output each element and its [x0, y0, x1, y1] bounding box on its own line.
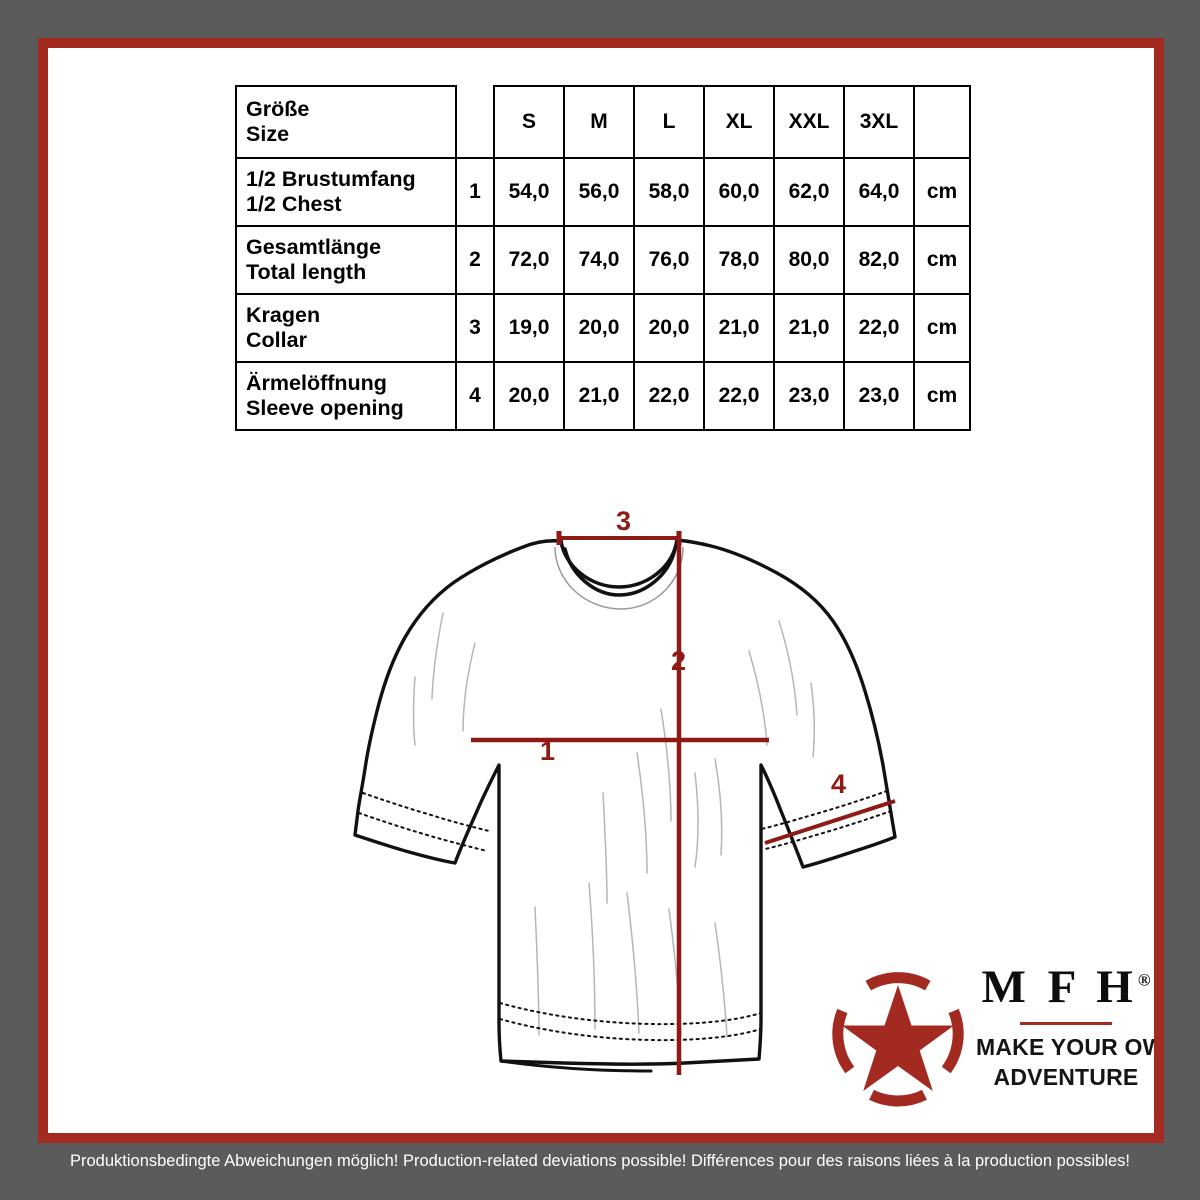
row-label-en: Total length — [246, 260, 367, 284]
tagline-line-1: MAKE YOUR OWN — [976, 1033, 1154, 1060]
dim-label-total-length: 2 — [671, 646, 687, 676]
cell-chest-s: 54,0 — [493, 157, 565, 227]
row-label-de: Kragen — [246, 303, 321, 328]
cell-chest-xxl: 62,0 — [773, 157, 845, 227]
logo-divider — [1020, 1021, 1112, 1025]
table-row: Ärmelöffnung Sleeve opening 4 20,0 21,0 … — [235, 361, 971, 431]
tagline-line-2: ADVENTURE — [993, 1063, 1139, 1090]
header-size-label-en: Size — [246, 122, 290, 146]
row-label-de: Ärmelöffnung — [246, 371, 387, 396]
header-size-s: S — [493, 85, 565, 159]
header-unit-blank — [913, 85, 971, 159]
cell-sleeve-m: 21,0 — [563, 361, 635, 431]
table-row: Kragen Collar 3 19,0 20,0 20,0 21,0 21,0… — [235, 293, 971, 363]
row-index: 3 — [455, 293, 495, 363]
row-label-en: Sleeve opening — [246, 396, 404, 420]
cell-length-xxl: 80,0 — [773, 225, 845, 295]
row-label-en: Collar — [246, 328, 307, 352]
header-size-m: M — [563, 85, 635, 159]
cell-length-m: 74,0 — [563, 225, 635, 295]
cell-length-xl: 78,0 — [703, 225, 775, 295]
tshirt-diagram — [303, 463, 923, 1103]
mfh-logo: M F H® MAKE YOUR OWN ADVENTURE — [828, 962, 1154, 1123]
cell-sleeve-3xl: 23,0 — [843, 361, 915, 431]
white-canvas: Größe Size S M L XL XXL 3XL — [48, 48, 1154, 1133]
row-unit-sleeve-opening: cm — [913, 361, 971, 431]
row-label-collar: Kragen Collar — [235, 293, 457, 363]
mfh-text-block: M F H® MAKE YOUR OWN ADVENTURE — [976, 961, 1154, 1093]
cell-collar-m: 20,0 — [563, 293, 635, 363]
header-size-xxl: XXL — [773, 85, 845, 159]
cell-collar-xxl: 21,0 — [773, 293, 845, 363]
cell-length-3xl: 82,0 — [843, 225, 915, 295]
header-size-xl: XL — [703, 85, 775, 159]
table-row: Gesamtlänge Total length 2 72,0 74,0 76,… — [235, 225, 971, 295]
cell-length-l: 76,0 — [633, 225, 705, 295]
table-row: 1/2 Brustumfang 1/2 Chest 1 54,0 56,0 58… — [235, 157, 971, 227]
row-unit-total-length: cm — [913, 225, 971, 295]
row-unit-chest: cm — [913, 157, 971, 227]
mfh-wordmark-text: M F H — [981, 961, 1138, 1013]
table-header-row: Größe Size S M L XL XXL 3XL — [235, 85, 971, 159]
row-label-de: Gesamtlänge — [246, 235, 382, 260]
cell-sleeve-xl: 22,0 — [703, 361, 775, 431]
cell-chest-l: 58,0 — [633, 157, 705, 227]
row-index: 2 — [455, 225, 495, 295]
row-label-sleeve-opening: Ärmelöffnung Sleeve opening — [235, 361, 457, 431]
red-border-frame: Größe Size S M L XL XXL 3XL — [38, 38, 1164, 1143]
header-size-l: L — [633, 85, 705, 159]
header-index-blank — [456, 86, 495, 158]
size-table: Größe Size S M L XL XXL 3XL — [235, 85, 971, 431]
registered-trademark-icon: ® — [1137, 970, 1151, 990]
row-index: 4 — [455, 361, 495, 431]
cell-collar-xl: 21,0 — [703, 293, 775, 363]
cell-chest-m: 56,0 — [563, 157, 635, 227]
footer-disclaimer: Produktionsbedingte Abweichungen möglich… — [70, 1152, 1130, 1170]
cell-sleeve-xxl: 23,0 — [773, 361, 845, 431]
header-size-label-de: Größe — [246, 97, 310, 122]
row-label-chest: 1/2 Brustumfang 1/2 Chest — [235, 157, 457, 227]
cell-collar-s: 19,0 — [493, 293, 565, 363]
row-unit-collar: cm — [913, 293, 971, 363]
row-label-total-length: Gesamtlänge Total length — [235, 225, 457, 295]
cell-collar-l: 20,0 — [633, 293, 705, 363]
row-index: 1 — [455, 157, 495, 227]
dim-label-sleeve-opening: 4 — [831, 769, 847, 799]
measure-lines — [471, 531, 896, 1075]
header-size-3xl: 3XL — [843, 85, 915, 159]
star-icon — [828, 969, 968, 1109]
cell-chest-xl: 60,0 — [703, 157, 775, 227]
cell-length-s: 72,0 — [493, 225, 565, 295]
dim-label-chest: 1 — [540, 736, 556, 766]
cell-sleeve-s: 20,0 — [493, 361, 565, 431]
header-size-label: Größe Size — [235, 85, 457, 159]
row-label-en: 1/2 Chest — [246, 192, 342, 216]
row-label-de: 1/2 Brustumfang — [246, 167, 416, 192]
cell-chest-3xl: 64,0 — [843, 157, 915, 227]
cell-collar-3xl: 22,0 — [843, 293, 915, 363]
mfh-wordmark: M F H® — [976, 961, 1154, 1013]
cell-sleeve-l: 22,0 — [633, 361, 705, 431]
dim-label-collar: 3 — [616, 506, 632, 536]
